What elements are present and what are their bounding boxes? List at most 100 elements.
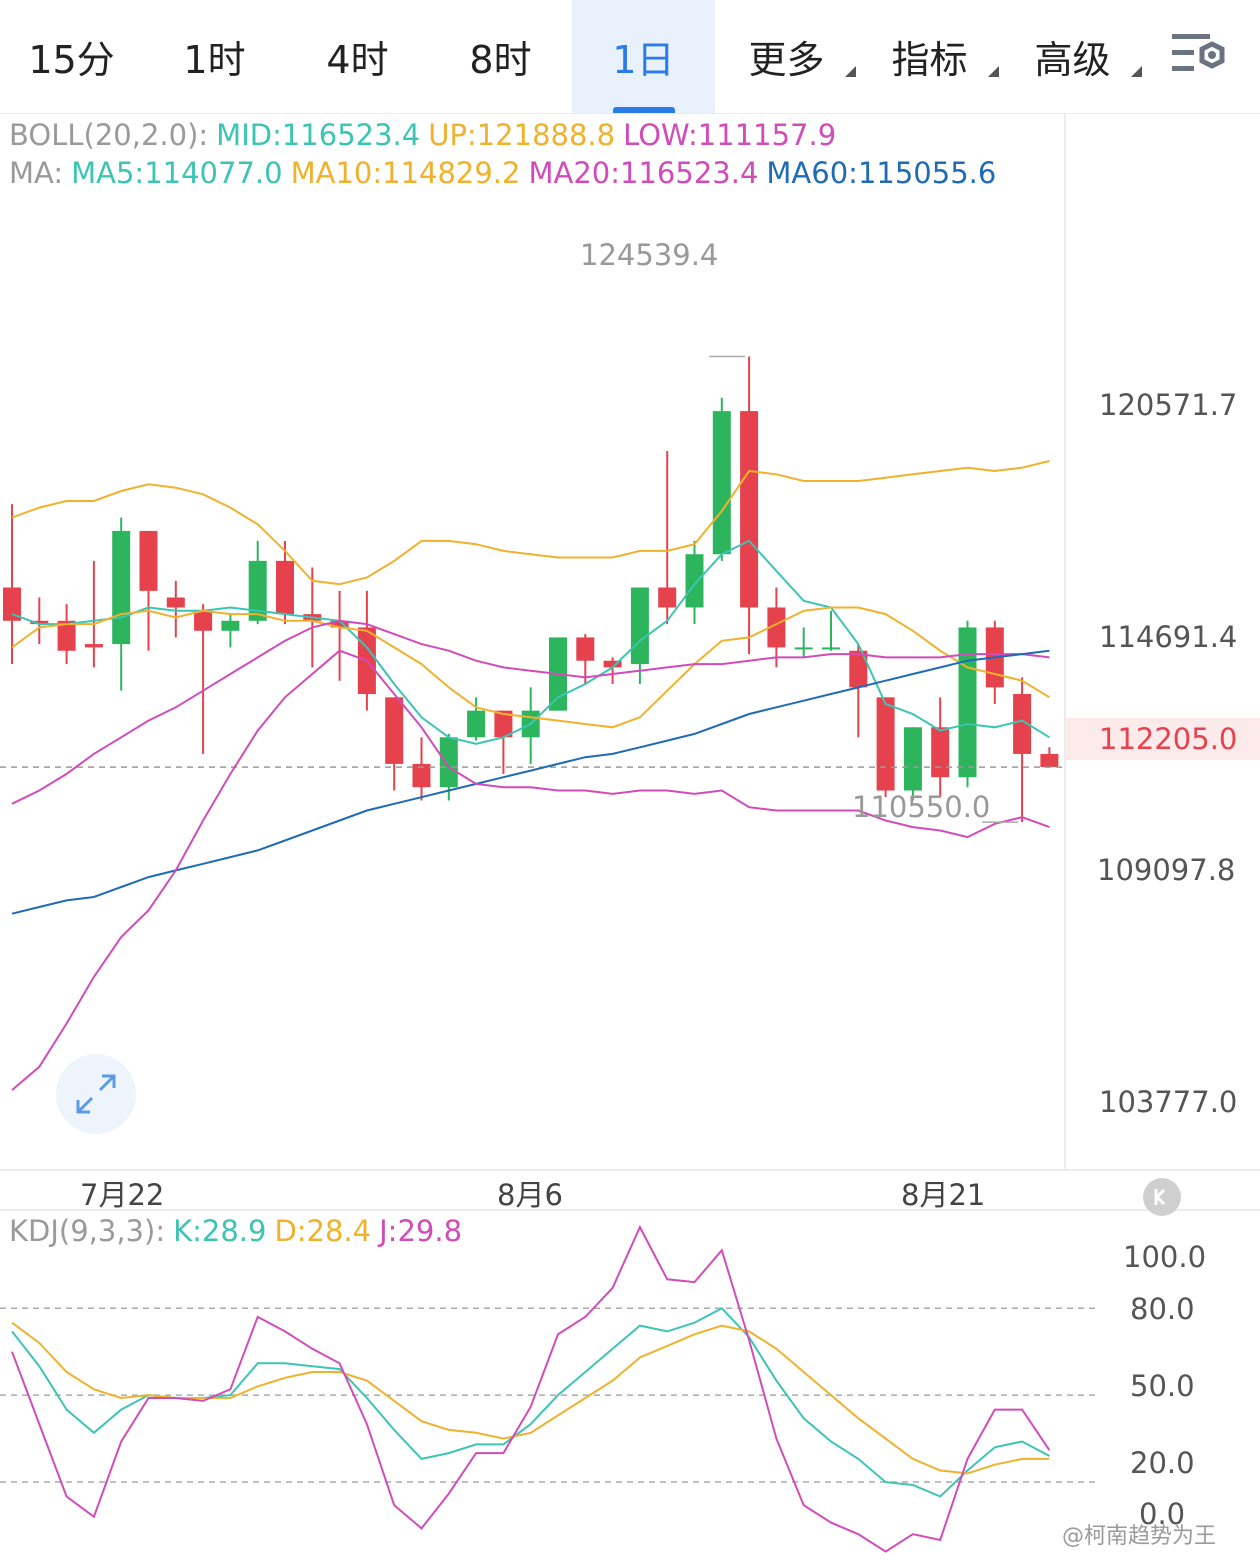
candle-body bbox=[221, 620, 240, 631]
kdj-k-value: K:28.9 bbox=[173, 1214, 267, 1248]
candle-body bbox=[303, 614, 322, 621]
candle-body bbox=[248, 560, 267, 621]
low-price-annotation: 110550.0 bbox=[852, 790, 991, 824]
tab-label: 4时 bbox=[326, 38, 389, 82]
price-tick: 120571.7 bbox=[1099, 388, 1238, 422]
ma10-value: MA10:114829.2 bbox=[290, 156, 521, 190]
tab-label: 1日 bbox=[612, 38, 675, 82]
date-tick: 7月22 bbox=[80, 1178, 165, 1212]
tab-label: 指标 bbox=[891, 38, 968, 82]
price-tick: 114691.4 bbox=[1099, 620, 1238, 654]
candle-body bbox=[849, 650, 868, 688]
tab-more-dropdown[interactable]: 更多 bbox=[715, 0, 858, 113]
date-tick: 8月6 bbox=[497, 1178, 563, 1212]
candle-body bbox=[112, 530, 131, 645]
candle-body bbox=[903, 727, 922, 791]
active-tab-indicator bbox=[612, 107, 675, 113]
candle-body bbox=[630, 587, 649, 665]
candle-body bbox=[139, 530, 158, 591]
kdj-tick: 100.0 bbox=[1123, 1240, 1207, 1274]
candle-body bbox=[166, 597, 185, 608]
tab-advanced-dropdown[interactable]: 高级 bbox=[1001, 0, 1144, 113]
kdj-j-value: J:29.8 bbox=[379, 1214, 463, 1248]
price-tick: 109097.8 bbox=[1097, 853, 1236, 887]
candle-body bbox=[467, 710, 486, 738]
candle-body bbox=[330, 620, 349, 628]
series-line-ma20 bbox=[11, 619, 1050, 805]
candle-body bbox=[357, 627, 376, 695]
candle-body bbox=[521, 710, 540, 738]
tab-label: 更多 bbox=[748, 38, 825, 82]
series-line-ma10 bbox=[11, 606, 1050, 729]
boll-legend-name: BOLL(20,2.0): bbox=[9, 118, 209, 152]
kdj-tick: 50.0 bbox=[1130, 1369, 1195, 1403]
candle-body bbox=[658, 587, 677, 608]
ma5-value: MA5:114077.0 bbox=[71, 156, 283, 190]
ma-legend-name: MA: bbox=[9, 156, 64, 190]
scroll-to-latest-button[interactable] bbox=[1143, 1178, 1181, 1216]
kdj-line-d bbox=[11, 1321, 1050, 1475]
candle-body bbox=[412, 763, 431, 788]
candle-body bbox=[931, 727, 950, 778]
boll-mid-value: MID:116523.4 bbox=[216, 118, 421, 152]
date-tick: 8月21 bbox=[901, 1178, 986, 1212]
timeframe-tab-bar: 15分 1时 4时 8时 1日 更多 指标 高级 bbox=[0, 0, 1260, 114]
tab-label: 高级 bbox=[1034, 38, 1111, 82]
boll-low-value: LOW:111157.9 bbox=[623, 118, 837, 152]
tab-label: 1时 bbox=[183, 38, 246, 82]
candle-body bbox=[84, 644, 103, 648]
series-line-ma5 bbox=[11, 539, 1050, 745]
kdj-legend-name: KDJ(9,3,3): bbox=[9, 1214, 166, 1248]
candle-body bbox=[385, 697, 404, 764]
candle-body bbox=[194, 610, 213, 631]
kdj-legend: KDJ(9,3,3): K:28.9 D:28.4 J:29.8 bbox=[9, 1214, 470, 1248]
series-line-low bbox=[11, 649, 1050, 1091]
tab-1hour[interactable]: 1时 bbox=[143, 0, 286, 113]
ma-legend: MA: MA5:114077.0 MA10:114829.2 MA20:116523.… bbox=[9, 156, 1004, 190]
tab-8hour[interactable]: 8时 bbox=[429, 0, 572, 113]
kdj-tick: 80.0 bbox=[1130, 1292, 1195, 1326]
candle-body bbox=[958, 627, 977, 778]
candle-body bbox=[603, 660, 622, 668]
kdj-line-k bbox=[11, 1306, 1050, 1498]
watermark: @柯南趋势为王 bbox=[1062, 1524, 1217, 1549]
expand-chart-button[interactable] bbox=[56, 1054, 136, 1134]
last-price-tag bbox=[1066, 718, 1260, 760]
candle-body bbox=[276, 560, 294, 615]
candle-body bbox=[494, 710, 513, 738]
kdj-tick: 20.0 bbox=[1130, 1446, 1195, 1480]
candle-body bbox=[1040, 753, 1059, 768]
candle-body bbox=[822, 647, 840, 650]
candle-body bbox=[985, 627, 1004, 688]
kdj-tick: 0.0 bbox=[1139, 1497, 1186, 1531]
ma60-value: MA60:115055.6 bbox=[766, 156, 997, 190]
boll-legend: BOLL(20,2.0): MID:116523.4 UP:121888.8 LOW:… bbox=[9, 118, 844, 152]
settings-gear-icon[interactable] bbox=[1170, 30, 1230, 82]
candle-body bbox=[685, 554, 704, 608]
price-tick: 103777.0 bbox=[1099, 1085, 1238, 1119]
kdj-line-j bbox=[11, 1224, 1051, 1553]
candle-body bbox=[876, 697, 895, 791]
candle-body bbox=[549, 637, 567, 711]
candle-body bbox=[30, 620, 49, 625]
candle-body bbox=[767, 607, 786, 648]
candle-body bbox=[439, 737, 458, 788]
ma20-value: MA20:116523.4 bbox=[528, 156, 759, 190]
candle-body bbox=[576, 637, 595, 661]
candle-body bbox=[794, 647, 813, 650]
candle-body bbox=[740, 411, 759, 608]
tab-1day[interactable]: 1日 bbox=[572, 0, 715, 113]
series-line-ma60 bbox=[11, 649, 1050, 915]
tab-label: 8时 bbox=[469, 38, 532, 82]
candle-body bbox=[57, 620, 76, 651]
candle-body bbox=[712, 411, 731, 555]
boll-up-value: UP:121888.8 bbox=[428, 118, 616, 152]
dropdown-caret-icon bbox=[988, 66, 999, 77]
tab-15min[interactable]: 15分 bbox=[0, 0, 143, 113]
dropdown-caret-icon bbox=[1131, 66, 1142, 77]
tab-indicators-dropdown[interactable]: 指标 bbox=[858, 0, 1001, 113]
tab-4hour[interactable]: 4时 bbox=[286, 0, 429, 113]
candle-body bbox=[3, 587, 21, 621]
candle-body bbox=[1013, 694, 1032, 754]
